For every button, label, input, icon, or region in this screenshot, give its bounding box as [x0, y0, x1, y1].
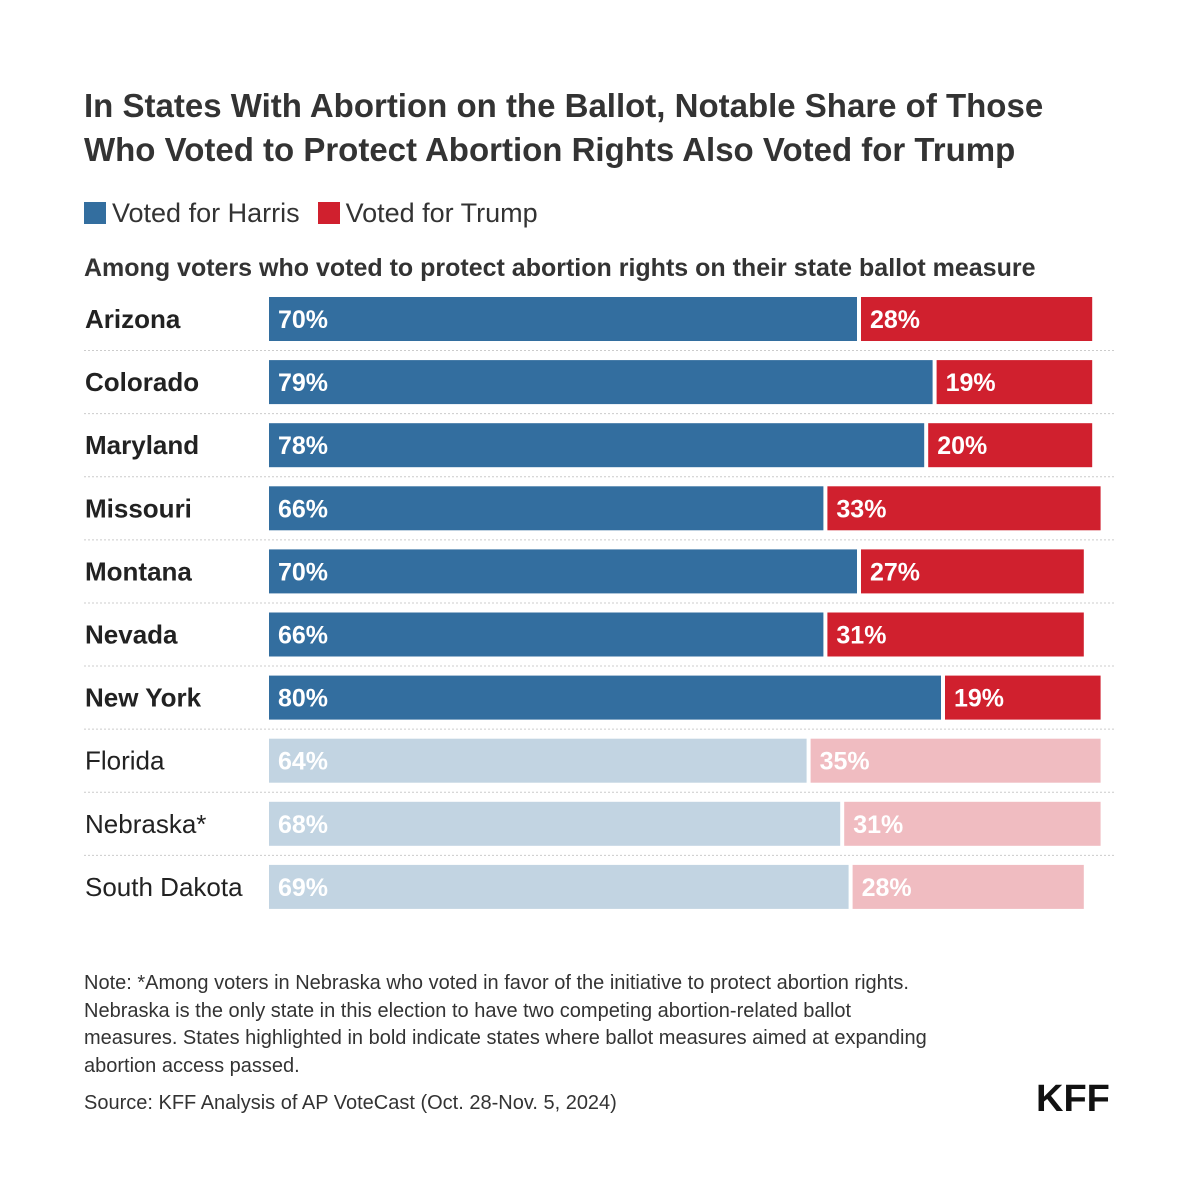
category-label-new-york: New York [85, 683, 202, 713]
bar-colorado-voted-for-trump [936, 360, 1093, 405]
bar-montana-voted-for-trump [861, 549, 1084, 594]
bar-south-dakota-voted-for-harris [269, 864, 849, 909]
data-label-colorado-voted-for-harris: 79% [278, 369, 328, 397]
legend-item-trump: Voted for Trump [317, 197, 538, 229]
bar-missouri-voted-for-trump [827, 486, 1101, 531]
data-label-missouri-voted-for-trump: 33% [836, 495, 886, 523]
data-label-colorado-voted-for-trump: 19% [946, 369, 996, 397]
category-label-arizona: Arizona [85, 304, 181, 334]
legend-label-harris: Voted for Harris [112, 197, 300, 228]
bar-colorado-voted-for-harris [269, 360, 933, 405]
bar-south-dakota-voted-for-trump [852, 864, 1084, 909]
bar-maryland-voted-for-trump [928, 423, 1093, 468]
data-label-florida-voted-for-trump: 35% [820, 748, 870, 776]
data-label-new-york-voted-for-harris: 80% [278, 685, 328, 713]
bar-chart: Arizona 70% 28% Colorado 79% 19% Maryland 78% 20… [84, 297, 1115, 909]
bar-montana-voted-for-harris [269, 549, 857, 594]
note-line-2: Nebraska is the only state in this elect… [84, 999, 852, 1022]
legend: Voted for Harris Voted for Trump [84, 196, 556, 230]
data-label-nebraska-voted-for-harris: 68% [278, 811, 328, 839]
data-label-south-dakota-voted-for-harris: 69% [278, 874, 328, 902]
data-label-florida-voted-for-harris: 64% [278, 748, 328, 776]
bar-nebraska-voted-for-harris [269, 801, 841, 846]
category-label-florida: Florida [85, 746, 165, 776]
data-label-nevada-voted-for-harris: 66% [278, 622, 328, 650]
category-label-maryland: Maryland [85, 430, 199, 460]
data-label-missouri-voted-for-harris: 66% [278, 495, 328, 523]
data-label-nebraska-voted-for-trump: 31% [853, 811, 903, 839]
source-text: Source: KFF Analysis of AP VoteCast (Oct… [84, 1092, 617, 1114]
category-label-missouri: Missouri [85, 493, 192, 523]
bar-maryland-voted-for-harris [269, 423, 925, 468]
note-line-3: measures. States highlighted in bold ind… [84, 1027, 927, 1049]
category-label-nebraska: Nebraska* [85, 809, 206, 839]
legend-swatch-harris [84, 202, 106, 224]
note: Note: *Among voters in Nebraska who vote… [84, 970, 1044, 1080]
chart-title-line-2: Who Voted to Protect Abortion Rights Als… [84, 131, 1016, 168]
bar-florida-voted-for-harris [269, 738, 807, 783]
data-label-arizona-voted-for-harris: 70% [278, 306, 328, 334]
kff-logo: KFF [1036, 1078, 1110, 1120]
category-label-nevada: Nevada [85, 620, 178, 650]
data-label-nevada-voted-for-trump: 31% [836, 622, 886, 650]
category-label-south-dakota: South Dakota [85, 872, 243, 902]
chart-title: In States With Abortion on the Ballot, N… [84, 84, 1124, 172]
data-label-montana-voted-for-harris: 70% [278, 558, 328, 586]
data-label-new-york-voted-for-trump: 19% [954, 685, 1004, 713]
chart-subtitle: Among voters who voted to protect aborti… [84, 254, 1036, 282]
data-label-south-dakota-voted-for-trump: 28% [862, 874, 912, 902]
bar-florida-voted-for-trump [810, 738, 1101, 783]
bar-new-york-voted-for-trump [945, 675, 1101, 720]
legend-swatch-trump [317, 202, 340, 224]
note-line-4: abortion access passed. [84, 1054, 300, 1077]
bar-arizona-voted-for-trump [861, 297, 1093, 341]
bar-new-york-voted-for-harris [269, 675, 941, 720]
legend-item-harris: Voted for Harris [84, 198, 300, 229]
legend-label-trump: Voted for Trump [345, 197, 538, 228]
note-line-1: Note: *Among voters in Nebraska who vote… [84, 972, 909, 994]
data-label-maryland-voted-for-trump: 20% [937, 432, 987, 460]
bar-nevada-voted-for-trump [827, 612, 1084, 657]
bar-arizona-voted-for-harris [269, 297, 857, 341]
bar-nebraska-voted-for-trump [844, 801, 1101, 846]
category-label-colorado: Colorado [85, 367, 199, 397]
chart-title-line-1: In States With Abortion on the Ballot, N… [84, 87, 1044, 124]
data-label-montana-voted-for-trump: 27% [870, 558, 920, 586]
category-label-montana: Montana [85, 556, 192, 586]
data-label-arizona-voted-for-trump: 28% [870, 306, 920, 334]
bar-missouri-voted-for-harris [269, 486, 824, 531]
data-label-maryland-voted-for-harris: 78% [278, 432, 328, 460]
bar-nevada-voted-for-harris [269, 612, 824, 657]
